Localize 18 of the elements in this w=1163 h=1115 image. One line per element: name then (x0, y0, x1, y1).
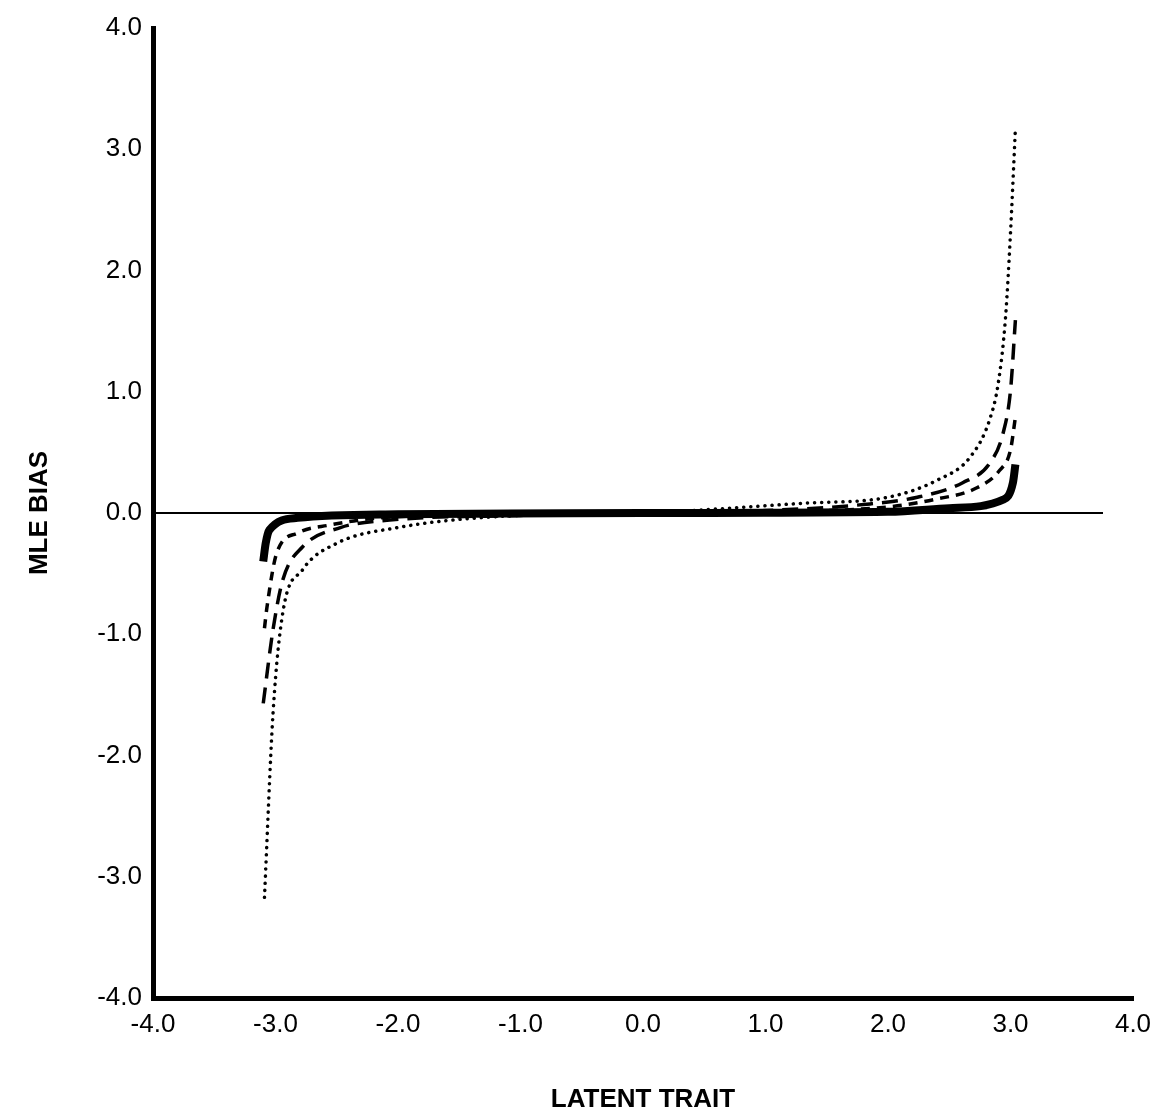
x-tick-label: -1.0 (498, 1007, 543, 1038)
y-tick-label: 3.0 (105, 132, 142, 163)
x-tick-label: 4.0 (1114, 1007, 1152, 1038)
y-tick-label: -3.0 (97, 859, 142, 890)
x-tick-label: -3.0 (253, 1007, 298, 1038)
x-tick-label: 3.0 (992, 1007, 1029, 1038)
y-tick-label: 0.0 (105, 496, 142, 527)
x-tick-label: -2.0 (375, 1007, 421, 1038)
x-tick-label: 1.0 (747, 1007, 784, 1038)
x-tick-label: 2.0 (869, 1007, 907, 1038)
y-axis-title: MLE BIAS (22, 450, 53, 576)
x-axis-title: LATENT TRAIT (550, 1082, 736, 1113)
y-tick-label: -1.0 (97, 617, 142, 648)
y-tick-label: 2.0 (105, 253, 142, 284)
x-tick-label: 0.0 (624, 1007, 662, 1038)
y-tick-label: -2.0 (97, 738, 142, 769)
y-tick-label: 1.0 (105, 374, 142, 405)
y-tick-label: 4.0 (105, 11, 142, 42)
